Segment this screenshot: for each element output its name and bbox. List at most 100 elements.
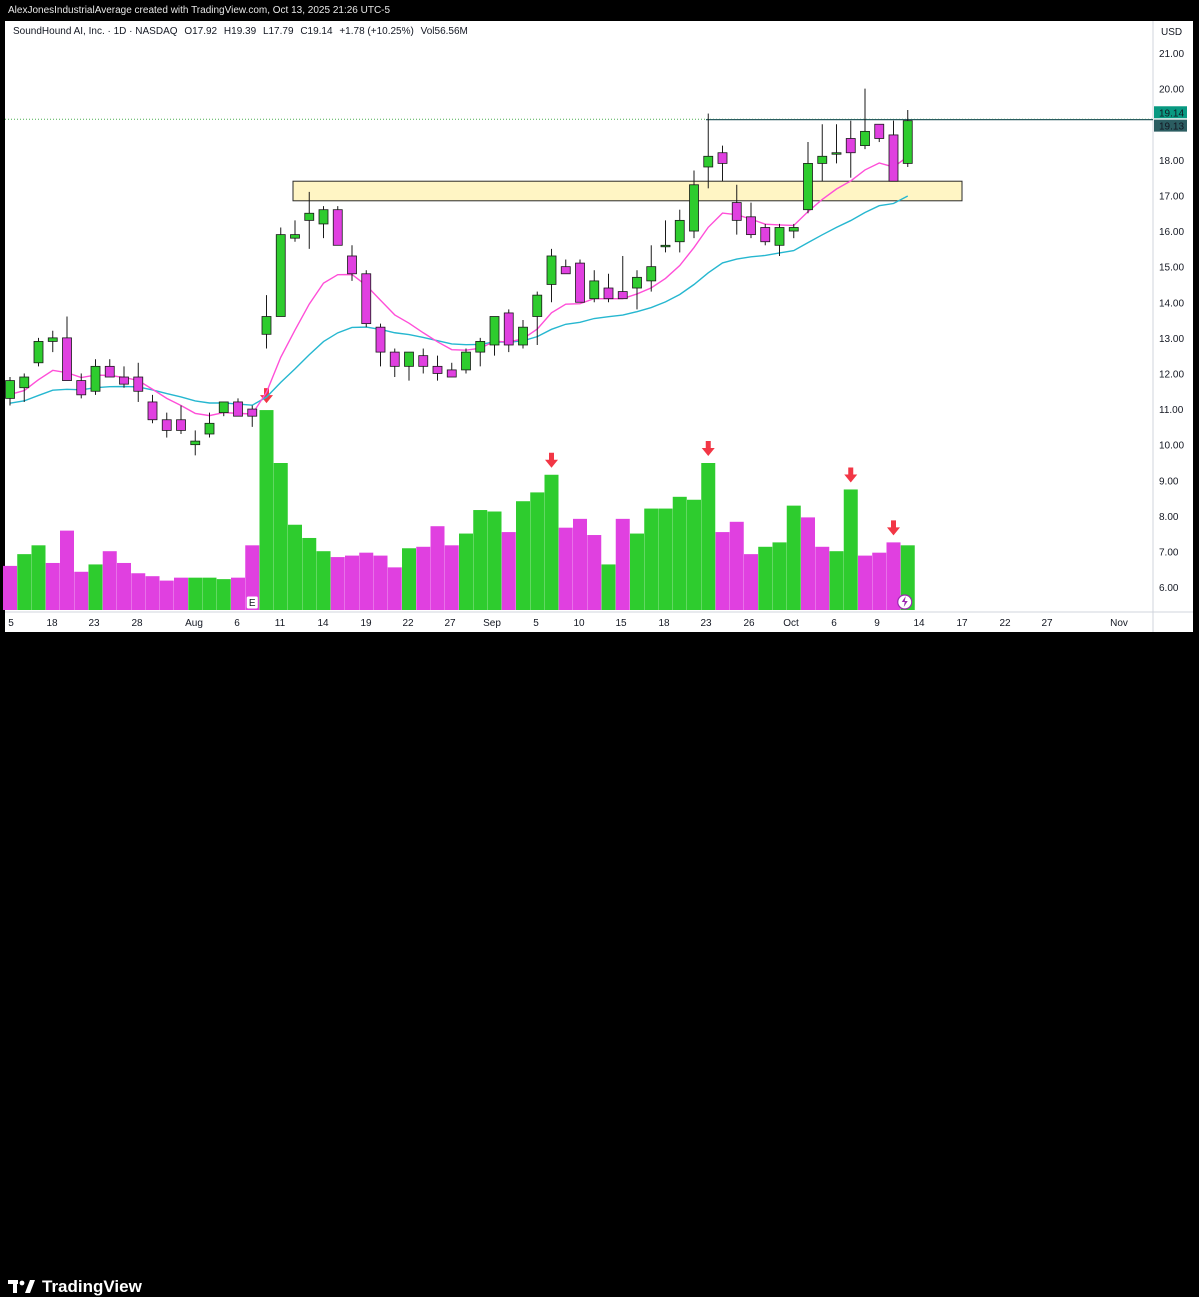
candle[interactable] [845, 138, 856, 154]
ema-fast-line [9, 156, 909, 417]
candle[interactable] [717, 152, 728, 164]
candle[interactable] [418, 355, 429, 367]
candle[interactable] [176, 419, 186, 431]
volume-bar [373, 555, 388, 610]
candle[interactable] [575, 262, 585, 303]
candle[interactable] [389, 351, 400, 367]
volume-bar [473, 510, 488, 610]
candle[interactable] [446, 369, 457, 378]
chart-area[interactable] [5, 21, 1193, 632]
candle[interactable] [375, 326, 386, 353]
candle[interactable] [47, 337, 58, 342]
low-value: L17.79 [262, 26, 294, 37]
price-tick-label: 6.00 [1159, 583, 1179, 594]
candle[interactable] [304, 212, 315, 221]
candle[interactable] [475, 341, 486, 353]
candle[interactable] [589, 280, 600, 300]
candle[interactable] [218, 401, 229, 414]
candle[interactable] [461, 351, 471, 371]
line-price-badge [1154, 119, 1187, 132]
price-tick-label: 18.00 [1159, 156, 1184, 167]
volume-bar [658, 508, 673, 610]
volume-bar [102, 551, 117, 610]
candle[interactable] [646, 266, 657, 282]
candle[interactable] [731, 202, 742, 221]
candle[interactable] [233, 401, 243, 417]
ema-slow-line [9, 195, 909, 406]
last-price-badge [1154, 106, 1187, 119]
candle[interactable] [62, 337, 72, 381]
volume-bar [744, 554, 758, 610]
footer-bar: TradingView [0, 632, 1199, 1296]
price-chart[interactable]: USD21.0020.0019.0018.0017.0016.0015.0014… [0, 0, 1199, 632]
candle[interactable] [275, 234, 286, 317]
candle[interactable] [660, 244, 671, 248]
volume-bar [801, 517, 815, 610]
candle[interactable] [104, 365, 115, 378]
candle[interactable] [5, 380, 15, 399]
candle[interactable] [76, 380, 87, 396]
volume-bar [359, 552, 374, 610]
candle[interactable] [204, 422, 215, 435]
candle[interactable] [632, 276, 642, 289]
candle[interactable] [774, 227, 785, 246]
candle[interactable] [332, 209, 343, 246]
candle[interactable] [617, 291, 628, 300]
candle[interactable] [161, 419, 172, 431]
candle[interactable] [318, 209, 329, 225]
candle[interactable] [817, 155, 828, 164]
candle[interactable] [503, 312, 514, 346]
time-tick-label: 27 [1041, 618, 1053, 629]
tradingview-brand: TradingView [42, 1277, 142, 1296]
time-tick-label: 28 [131, 618, 143, 629]
candle[interactable] [489, 316, 500, 346]
price-tick-label: 21.00 [1159, 49, 1184, 60]
candle[interactable] [247, 408, 258, 417]
time-tick-label: Aug [185, 618, 203, 629]
candle[interactable] [119, 376, 129, 385]
candle[interactable] [603, 287, 614, 300]
candle[interactable] [190, 440, 201, 446]
candle[interactable] [261, 316, 272, 335]
candle[interactable] [874, 123, 885, 139]
volume-bar [345, 555, 359, 610]
volume-bar [45, 562, 60, 610]
volume-bar [558, 527, 573, 610]
candle[interactable] [147, 401, 158, 421]
candle[interactable] [432, 365, 443, 374]
candle[interactable] [689, 184, 699, 232]
candle[interactable] [290, 234, 300, 239]
tradingview-logo[interactable]: TradingView [8, 1277, 142, 1297]
candle[interactable] [902, 120, 913, 164]
candle[interactable] [133, 376, 144, 392]
time-tick-label: 10 [573, 618, 585, 629]
candle[interactable] [803, 163, 813, 211]
candle[interactable] [674, 219, 685, 243]
resistance-zone[interactable] [292, 180, 963, 202]
candle[interactable] [703, 155, 714, 168]
candle[interactable] [361, 273, 372, 325]
candle[interactable] [560, 266, 571, 275]
candle[interactable] [532, 294, 543, 317]
candle[interactable] [760, 227, 771, 243]
candle[interactable] [347, 255, 357, 275]
candle[interactable] [546, 255, 557, 285]
candle[interactable] [33, 341, 44, 364]
candle[interactable] [860, 130, 870, 147]
volume-bar [231, 577, 245, 610]
candle[interactable] [788, 227, 799, 232]
lightning-icon [901, 596, 908, 607]
candle[interactable] [888, 134, 899, 182]
volume-bar [387, 567, 402, 610]
time-tick-label: 18 [46, 618, 58, 629]
candle[interactable] [404, 351, 414, 367]
candle[interactable] [518, 326, 528, 346]
volume-bar [573, 518, 587, 610]
high-value: H19.39 [223, 26, 257, 37]
candle[interactable] [90, 365, 101, 392]
earnings-marker-icon[interactable] [245, 595, 259, 610]
volume-bar [601, 564, 616, 610]
candle[interactable] [746, 216, 756, 236]
candle[interactable] [19, 376, 30, 389]
candle[interactable] [831, 152, 842, 155]
